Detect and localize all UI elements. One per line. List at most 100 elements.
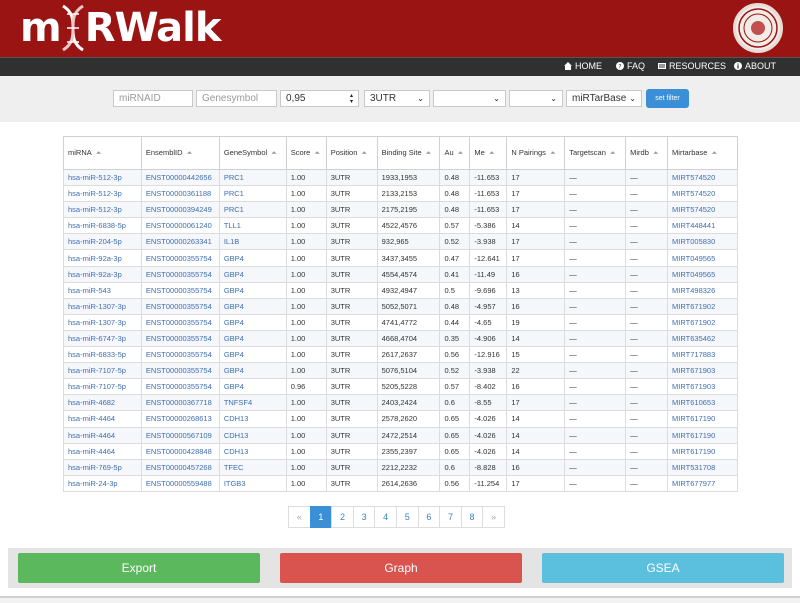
column-header[interactable]: EnsemblID ⏶ bbox=[140, 136, 220, 170]
column-header[interactable]: N Pairings ⏶ bbox=[506, 136, 566, 170]
table-cell-link[interactable]: ENST00000355754 bbox=[140, 265, 220, 283]
pagination-prev[interactable]: « bbox=[288, 506, 311, 528]
table-cell-link[interactable]: GBP4 bbox=[218, 281, 287, 299]
table-cell-link[interactable]: MIRT671902 bbox=[667, 297, 738, 315]
column-header[interactable]: Mirdb ⏶ bbox=[625, 136, 669, 170]
database-select[interactable]: miRTarBase ⌄ bbox=[566, 90, 642, 107]
table-cell-link[interactable]: hsa-miR-4682 bbox=[63, 394, 142, 412]
table-cell-link[interactable]: ITGB3 bbox=[218, 474, 287, 492]
nav-about[interactable]: ABOUT bbox=[734, 61, 776, 71]
table-cell-link[interactable]: TNFSF4 bbox=[218, 394, 287, 412]
table-cell-link[interactable]: hsa-miR-4464 bbox=[63, 442, 142, 460]
table-cell-link[interactable]: GBP4 bbox=[218, 297, 287, 315]
sort-icon[interactable]: ⏶ bbox=[609, 150, 616, 157]
table-cell-link[interactable]: MIRT574520 bbox=[667, 185, 738, 203]
table-cell-link[interactable]: hsa-miR-7107-5p bbox=[63, 362, 142, 380]
set-filter-button[interactable]: set filter bbox=[646, 89, 689, 108]
table-cell-link[interactable]: ENST00000355754 bbox=[140, 346, 220, 364]
table-cell-link[interactable]: MIRT617190 bbox=[667, 442, 738, 460]
table-cell-link[interactable]: CDH13 bbox=[218, 426, 287, 444]
sort-icon[interactable]: ⏶ bbox=[652, 150, 659, 157]
table-cell-link[interactable]: MIRT574520 bbox=[667, 201, 738, 219]
table-cell-link[interactable]: hsa-miR-1307-3p bbox=[63, 297, 142, 315]
sort-icon[interactable]: ⏶ bbox=[95, 150, 102, 157]
table-cell-link[interactable]: GBP4 bbox=[218, 362, 287, 380]
table-cell-link[interactable]: ENST00000355754 bbox=[140, 329, 220, 348]
table-cell-link[interactable]: MIRT448441 bbox=[667, 217, 738, 235]
table-cell-link[interactable]: MIRT531708 bbox=[667, 458, 738, 476]
column-header[interactable]: Au ⏶ bbox=[439, 136, 471, 170]
table-cell-link[interactable]: ENST00000268613 bbox=[140, 410, 220, 428]
nav-home[interactable]: HOME bbox=[564, 61, 602, 71]
table-cell-link[interactable]: GBP4 bbox=[218, 378, 287, 396]
table-cell-link[interactable]: MIRT677977 bbox=[667, 474, 738, 492]
sort-icon[interactable]: ⏶ bbox=[314, 150, 320, 157]
pagination-page[interactable]: 1 bbox=[309, 506, 333, 528]
table-cell-link[interactable]: hsa-miR-512-3p bbox=[63, 185, 142, 203]
column-header[interactable]: Position ⏶ bbox=[325, 136, 378, 170]
table-cell-link[interactable]: MIRT498326 bbox=[667, 281, 738, 299]
table-cell-link[interactable]: MIRT617190 bbox=[667, 426, 738, 444]
table-cell-link[interactable]: hsa-miR-6838-5p bbox=[63, 217, 142, 235]
graph-button[interactable]: Graph bbox=[280, 553, 522, 583]
table-cell-link[interactable]: PRC1 bbox=[218, 201, 287, 219]
table-cell-link[interactable]: hsa-miR-769-5p bbox=[63, 458, 142, 476]
table-cell-link[interactable]: ENST00000061240 bbox=[140, 217, 220, 235]
table-cell-link[interactable]: ENST00000442656 bbox=[140, 168, 220, 187]
column-header[interactable]: Binding Site ⏶ bbox=[376, 136, 441, 170]
table-cell-link[interactable]: ENST00000559488 bbox=[140, 474, 220, 492]
table-cell-link[interactable]: ENST00000428848 bbox=[140, 442, 220, 460]
sort-icon[interactable]: ⏶ bbox=[711, 150, 718, 157]
table-cell-link[interactable]: GBP4 bbox=[218, 249, 287, 267]
table-cell-link[interactable]: ENST00000355754 bbox=[140, 378, 220, 396]
table-cell-link[interactable]: hsa-miR-512-3p bbox=[63, 201, 142, 219]
table-cell-link[interactable]: hsa-miR-204-5p bbox=[63, 233, 142, 251]
table-cell-link[interactable]: TLL1 bbox=[218, 217, 287, 235]
nav-resources[interactable]: RESOURCES bbox=[658, 61, 726, 71]
stepper-arrows-icon[interactable]: ▴ ▾ bbox=[349, 92, 353, 105]
table-cell-link[interactable]: MIRT635462 bbox=[667, 329, 738, 348]
sort-icon[interactable]: ⏶ bbox=[549, 150, 556, 157]
table-cell-link[interactable]: MIRT671903 bbox=[667, 378, 738, 396]
table-cell-link[interactable]: GBP4 bbox=[218, 346, 287, 364]
table-cell-link[interactable]: ENST00000355754 bbox=[140, 313, 220, 331]
nav-faq[interactable]: ? FAQ bbox=[616, 61, 645, 71]
mirwalk-logo[interactable]: m RWalk bbox=[20, 3, 221, 53]
table-cell-link[interactable]: hsa-miR-6747-3p bbox=[63, 329, 142, 348]
table-cell-link[interactable]: IL1B bbox=[218, 233, 287, 251]
table-cell-link[interactable]: hsa-miR-4464 bbox=[63, 410, 142, 428]
sort-icon[interactable]: ⏶ bbox=[457, 150, 464, 157]
pagination-page[interactable]: 6 bbox=[417, 506, 441, 528]
column-header[interactable]: miRNA ⏶ bbox=[63, 136, 142, 170]
pagination-page[interactable]: 3 bbox=[352, 506, 376, 528]
table-cell-link[interactable]: MIRT671903 bbox=[667, 362, 738, 380]
table-cell-link[interactable]: MIRT717883 bbox=[667, 346, 738, 364]
table-cell-link[interactable]: ENST00000355754 bbox=[140, 297, 220, 315]
table-cell-link[interactable]: MIRT049565 bbox=[667, 249, 738, 267]
table-cell-link[interactable]: ENST00000355754 bbox=[140, 362, 220, 380]
column-header[interactable]: GeneSymbol ⏶ bbox=[218, 136, 287, 170]
table-cell-link[interactable]: hsa-miR-7107-5p bbox=[63, 378, 142, 396]
table-cell-link[interactable]: MIRT610653 bbox=[667, 394, 738, 412]
table-cell-link[interactable]: MIRT049565 bbox=[667, 265, 738, 283]
genesymbol-input[interactable]: Genesymbol bbox=[196, 90, 277, 107]
pagination-page[interactable]: 7 bbox=[439, 506, 462, 528]
sort-icon[interactable]: ⏶ bbox=[425, 150, 432, 157]
table-cell-link[interactable]: ENST00000457268 bbox=[140, 458, 220, 476]
table-cell-link[interactable]: GBP4 bbox=[218, 313, 287, 331]
sort-icon[interactable]: ⏶ bbox=[271, 150, 277, 157]
column-header[interactable]: Score ⏶ bbox=[285, 136, 327, 170]
sort-icon[interactable]: ⏶ bbox=[186, 150, 193, 157]
position-select[interactable]: 3UTR ⌄ bbox=[364, 90, 430, 107]
column-header[interactable]: Me ⏶ bbox=[469, 136, 508, 170]
table-cell-link[interactable]: ENST00000361188 bbox=[140, 185, 220, 203]
table-cell-link[interactable]: ENST00000394249 bbox=[140, 201, 220, 219]
table-cell-link[interactable]: CDH13 bbox=[218, 410, 287, 428]
table-cell-link[interactable]: hsa-miR-92a-3p bbox=[63, 265, 142, 283]
table-cell-link[interactable]: ENST00000567109 bbox=[140, 426, 220, 444]
pagination-next[interactable]: » bbox=[482, 506, 505, 528]
table-cell-link[interactable]: MIRT574520 bbox=[667, 168, 738, 187]
table-cell-link[interactable]: PRC1 bbox=[218, 185, 287, 203]
table-cell-link[interactable]: hsa-miR-1307-3p bbox=[63, 313, 142, 331]
mirna-id-input[interactable]: miRNAID bbox=[113, 90, 193, 107]
